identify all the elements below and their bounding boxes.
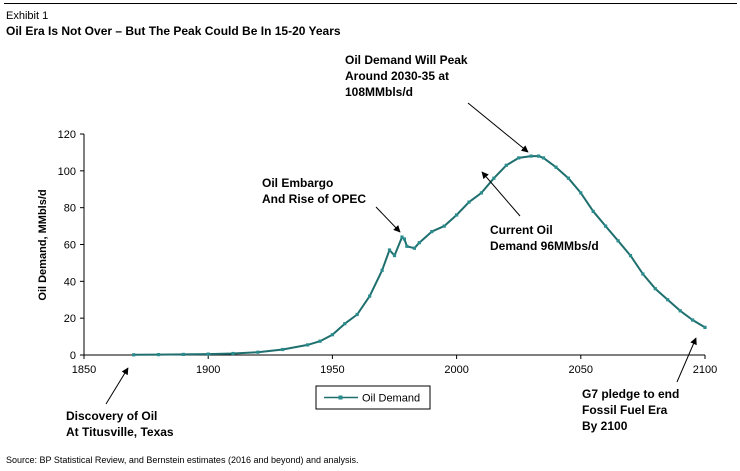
data-point [666,298,670,302]
data-point [318,339,322,343]
annotation: Current Oil Demand 96MMbs/d [481,171,599,253]
annotation: G7 pledge to end Fossil Fuel Era By 2100 [582,337,697,433]
exhibit-label: Exhibit 1 [6,10,49,22]
data-point [479,191,483,195]
annotation-text: G7 pledge to end [582,387,679,401]
data-point [380,268,384,272]
series-line-oil-demand [133,155,706,356]
annotation-arrow [676,337,697,383]
annotation-text: Fossil Fuel Era [582,403,668,417]
annotations: Oil Demand Will Peak Around 2030-35 at 108… [66,53,697,439]
data-point [392,254,397,258]
data-point [306,343,310,347]
data-point [156,353,161,357]
data-point [455,213,459,217]
legend-marker [338,395,343,400]
data-point [355,312,359,317]
data-point [402,237,406,241]
x-tick-label: 1850 [72,364,96,376]
annotation-text: At Titusville, Texas [66,425,174,439]
data-point [256,350,260,354]
x-tick-label: 2000 [444,364,468,376]
y-axis-label: Oil Demand, MMbls/d [37,189,49,300]
annotation-text: Current Oil [490,223,553,237]
data-point [703,325,707,329]
legend-box [315,385,431,410]
data-point [387,248,392,252]
y-tick-label: 40 [64,276,76,288]
data-point [616,239,620,243]
data-point [181,352,185,356]
annotation-arrow [105,367,129,405]
header-rule [4,3,737,4]
data-point [132,353,136,357]
annotation: Oil Embargo And Rise of OPEC [262,176,401,233]
data-point [653,287,657,291]
annotation-text: Around 2030-35 at [345,69,449,83]
x-tick-label: 2050 [569,364,593,376]
data-point [641,272,645,276]
data-point [554,165,558,169]
data-point [529,154,533,158]
data-point [400,235,404,239]
data-point [405,244,409,248]
data-point [579,191,583,195]
data-point [517,156,521,160]
data-point [628,254,633,258]
data-point [504,163,508,167]
data-point [604,224,608,228]
data-point [430,230,434,234]
data-point [591,209,595,213]
y-tick-label: 100 [58,166,76,178]
annotation-text: 108MMbls/d [345,85,413,99]
legend-label-oil-demand: Oil Demand [362,393,420,405]
annotation-text: Demand 96MMbs/d [490,239,599,253]
data-point [412,246,416,250]
data-point [442,224,446,228]
annotation: Oil Demand Will Peak Around 2030-35 at 108… [345,53,529,153]
data-point [206,352,210,356]
data-point [566,176,570,180]
y-tick-label: 80 [64,203,76,215]
data-point [467,200,471,204]
annotation-arrow [375,206,401,233]
annotation-arrow [467,102,529,153]
data-point [691,318,695,322]
data-point [537,154,541,158]
data-point [417,241,421,245]
chart-title: Oil Era Is Not Over – But The Peak Could… [6,24,341,38]
source-note: Source: BP Statistical Review, and Berns… [6,455,359,465]
x-tick-label: 2100 [693,364,717,376]
annotation-text: And Rise of OPEC [262,192,366,206]
x-tick-label: 1950 [320,364,344,376]
data-point [281,347,285,352]
y-tick-label: 20 [64,313,76,325]
y-tick-label: 0 [70,350,76,362]
data-point [330,333,334,337]
annotation-text: Discovery of Oil [66,409,157,423]
axes: 0 20 40 60 80 100 120 1850 1900 1950 2000 2050 2100 O… [37,129,717,376]
data-point [541,156,546,160]
data-point [678,309,682,313]
annotation-text: By 2100 [582,419,628,433]
data-point [368,294,372,298]
data-point [492,176,496,180]
legend: Oil Demand [315,385,431,410]
y-tick-label: 60 [64,240,76,252]
x-tick-label: 1900 [196,364,220,376]
data-point [231,351,235,356]
series-oil-demand [132,154,707,357]
annotation: Discovery of Oil At Titusville, Texas [66,367,174,439]
y-tick-label: 120 [58,129,76,141]
annotation-text: Oil Embargo [262,176,333,190]
annotation-text: Oil Demand Will Peak [345,53,468,67]
annotation-arrow [481,171,521,217]
data-point [343,322,347,326]
